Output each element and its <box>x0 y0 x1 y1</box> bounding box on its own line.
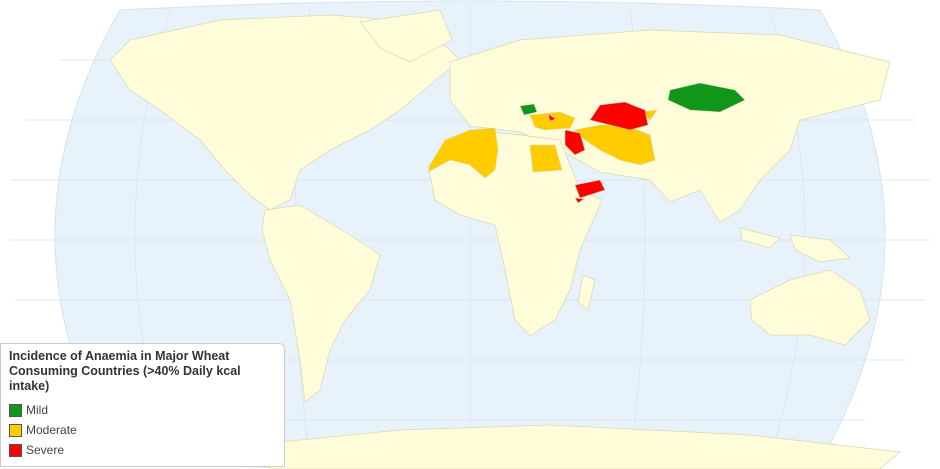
legend-title: Incidence of Anaemia in Major Wheat Consu… <box>9 349 276 394</box>
antarctica <box>249 424 901 469</box>
south-america <box>261 204 381 403</box>
highlighted-countries <box>427 82 746 204</box>
indonesia <box>739 227 851 263</box>
iraq <box>564 129 586 156</box>
legend-title-line: Consuming Countries (>40% Daily kcal <box>9 364 241 378</box>
egypt <box>529 144 563 173</box>
yemen <box>574 179 606 199</box>
legend-label: Mild <box>26 403 49 417</box>
central-asia <box>589 101 649 131</box>
legend-title-line: Incidence of Anaemia in Major Wheat <box>9 349 230 363</box>
legend-title-line: intake) <box>9 379 50 393</box>
legend-items: Mild Moderate Severe <box>9 400 276 460</box>
legend-label: Severe <box>26 443 65 457</box>
legend-item: Moderate <box>9 420 276 440</box>
greenland <box>359 9 453 63</box>
legend-swatch <box>9 403 22 417</box>
legend-label: Moderate <box>26 423 77 437</box>
legend-item: Severe <box>9 440 276 460</box>
australia <box>749 269 871 346</box>
legend-swatch <box>9 423 22 437</box>
maghreb <box>427 127 499 179</box>
mongolia <box>667 82 746 113</box>
eurasia <box>449 29 891 223</box>
legend-swatch <box>9 443 22 457</box>
madagascar <box>577 274 596 311</box>
lebanon <box>547 113 557 122</box>
somalia-part <box>574 197 585 204</box>
africa <box>427 129 603 337</box>
azerbaijan <box>519 103 538 116</box>
legend: Incidence of Anaemia in Major Wheat Consu… <box>0 343 285 467</box>
legend-item: Mild <box>9 400 276 420</box>
land <box>109 9 901 469</box>
turkey-syria <box>529 111 576 131</box>
